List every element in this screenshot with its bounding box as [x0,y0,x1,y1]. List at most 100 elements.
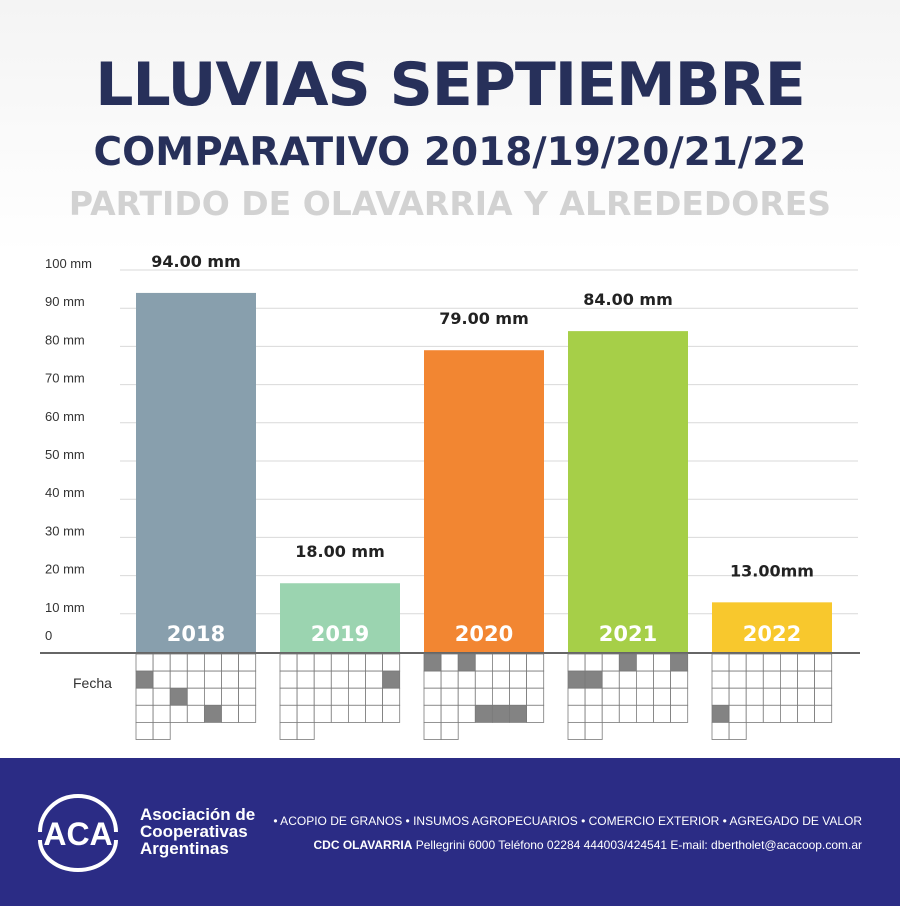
calendar-day-2019-29 [279,721,298,740]
calendar-day-2021-29 [567,721,586,740]
calendar-day-2019-20 [365,687,384,706]
calendar-day-2022-28 [814,704,833,723]
calendar-day-2019-28 [382,704,401,723]
calendar-day-2019-24 [313,704,332,723]
y-tick-label: 50 mm [45,447,85,462]
calendar-day-2022-17 [745,687,764,706]
value-label-2020: 79.00 mm [439,309,529,328]
calendar-day-2021-3 [601,653,620,672]
calendar-day-2022-27 [797,704,816,723]
calendar-day-2020-16 [440,687,459,706]
chart-title: LLUVIAS SEPTIEMBRE [95,50,805,120]
calendar-day-2021-30 [584,721,603,740]
calendar-day-2018-5 [203,653,222,672]
calendar-day-2020-3 [457,653,476,672]
calendar-day-2020-28 [526,704,545,723]
calendar-day-2018-4 [186,653,205,672]
calendar-day-2019-26 [347,704,366,723]
org-line-1: Asociación de [140,805,256,824]
bar-year-label-2022: 2022 [743,622,801,646]
calendar-day-2021-15 [567,687,586,706]
calendar-day-2021-17 [601,687,620,706]
aca-logo: ACA [38,794,118,872]
calendar-day-2020-6 [509,653,528,672]
calendar-day-2022-2 [728,653,747,672]
calendar-day-2021-6 [653,653,672,672]
y-tick-label: 10 mm [45,600,85,615]
calendar-day-2018-13 [221,670,240,689]
calendar-day-2018-23 [152,704,171,723]
bar-2020 [424,350,544,652]
calendar-day-2022-6 [797,653,816,672]
calendar-day-2019-14 [382,670,401,689]
calendar-day-2022-4 [762,653,781,672]
calendar-day-2020-19 [491,687,510,706]
value-label-2021: 84.00 mm [583,290,673,309]
y-tick-label: 60 mm [45,409,85,424]
calendar-day-2022-1 [711,653,730,672]
calendar-day-2019-11 [330,670,349,689]
calendar-day-2018-17 [169,687,188,706]
calendar-day-2020-23 [440,704,459,723]
calendar-day-2019-7 [382,653,401,672]
calendar-day-2020-29 [423,721,442,740]
calendar-day-2018-28 [238,704,257,723]
org-line-2: Cooperativas [140,822,248,841]
calendar-day-2020-1 [423,653,442,672]
calendar-day-2022-7 [814,653,833,672]
calendar-day-2019-10 [313,670,332,689]
calendar-day-2022-25 [762,704,781,723]
calendar-day-2021-5 [636,653,654,672]
x-axis-label: Fecha [73,675,112,691]
calendar-day-2022-3 [745,653,764,672]
calendar-day-2021-10 [601,670,620,689]
calendar-day-2021-1 [567,653,586,672]
org-line-3: Argentinas [140,839,229,858]
calendar-day-2020-22 [423,704,442,723]
logo-text: ACA [43,816,112,852]
calendar-day-2020-14 [526,670,545,689]
calendar-day-2020-15 [423,687,442,706]
calendar-day-2018-8 [135,670,154,689]
bar-2022 [712,602,832,652]
services-line: • ACOPIO DE GRANOS • INSUMOS AGROPECUARI… [273,814,862,828]
calendar-day-2019-2 [296,653,315,672]
calendar-day-2019-17 [313,687,332,706]
calendar-day-2021-27 [653,704,672,723]
calendar-day-2020-5 [491,653,510,672]
calendar-day-2020-25 [474,704,493,723]
footer: ACA Asociación de Cooperativas Argentina… [0,758,900,906]
calendar-day-2019-6 [365,653,384,672]
calendar-day-2018-22 [135,704,154,723]
calendar-day-2022-10 [745,670,764,689]
calendar-day-2021-21 [670,687,689,706]
calendar-day-2018-24 [169,704,188,723]
bar-year-label-2019: 2019 [311,622,369,646]
calendar-day-2020-24 [457,704,476,723]
calendar-day-2022-8 [711,670,730,689]
calendar-day-2022-16 [728,687,747,706]
contact-details: Pellegrini 6000 Teléfono 02284 444003/42… [412,838,862,852]
calendar-day-2018-16 [152,687,171,706]
calendar-day-2019-19 [347,687,366,706]
calendar-day-2018-30 [152,721,171,740]
calendar-day-2019-21 [382,687,401,706]
calendar-day-2022-24 [745,704,764,723]
calendar-day-2019-30 [296,721,315,740]
organization-name: Asociación de Cooperativas Argentinas [140,806,255,857]
calendar-day-2019-22 [279,704,298,723]
calendar-day-2021-14 [670,670,689,689]
calendar-day-2020-27 [509,704,528,723]
calendar-day-2019-27 [365,704,384,723]
calendar-day-2021-2 [584,653,603,672]
y-tick-label: 20 mm [45,562,85,577]
bar-2018 [136,292,256,652]
calendar-day-2019-23 [296,704,315,723]
calendar-day-2018-29 [135,721,154,740]
calendar-day-2018-15 [135,687,154,706]
contact-office: CDC OLAVARRIA [313,838,413,852]
calendar-day-2022-26 [780,704,798,723]
calendar-day-2018-11 [186,670,205,689]
y-tick-label: 100 mm [45,256,92,271]
calendar-day-2022-18 [762,687,781,706]
